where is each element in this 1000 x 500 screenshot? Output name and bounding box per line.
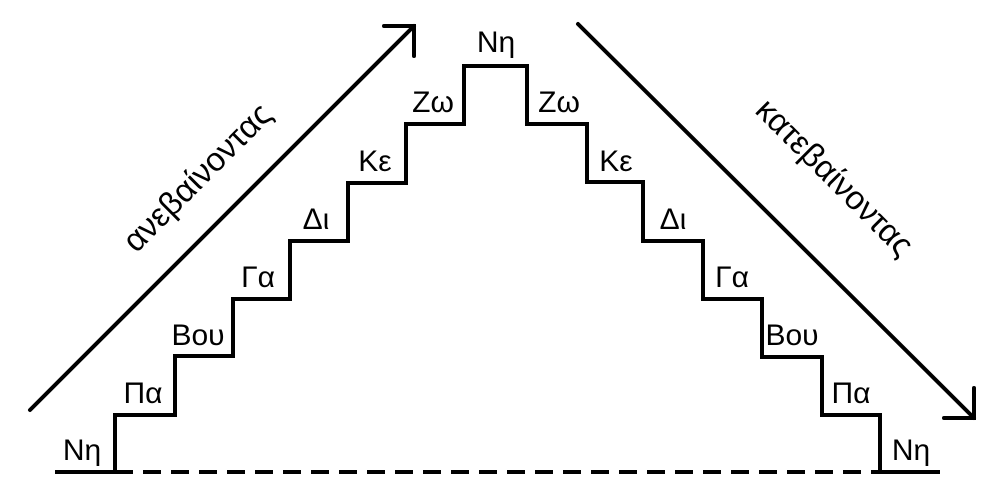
ascending-note-7: Ζω (412, 86, 454, 119)
ascending-note-4: Γα (241, 261, 275, 294)
descending-note-4: Γα (715, 261, 749, 294)
descending-note-3: Δι (660, 203, 687, 236)
descending-note-7: Νη (892, 434, 930, 467)
descending-note-6: Πα (831, 377, 870, 410)
ascending-note-2: Πα (123, 377, 162, 410)
ascending-note-5: Δι (303, 203, 330, 236)
staircase-outline (55, 64, 940, 474)
ascending-arrowhead-icon (382, 24, 416, 58)
descending-arrow-shaft (576, 22, 976, 420)
ascending-arrow-shaft (28, 24, 416, 412)
descending-note-5: Βου (765, 319, 818, 352)
ascending-note-1: Νη (63, 434, 101, 467)
descending-note-1: Ζω (538, 86, 580, 119)
descending-label: κατεβαίνοντας (749, 91, 922, 264)
top-note: Νη (477, 26, 515, 59)
ascending-note-3: Βου (171, 319, 224, 352)
ascending-note-6: Κε (358, 145, 391, 178)
ascending-label: ανεβαίνοντας (115, 95, 279, 259)
descending-note-2: Κε (599, 145, 632, 178)
descending-arrowhead-icon (942, 386, 976, 420)
